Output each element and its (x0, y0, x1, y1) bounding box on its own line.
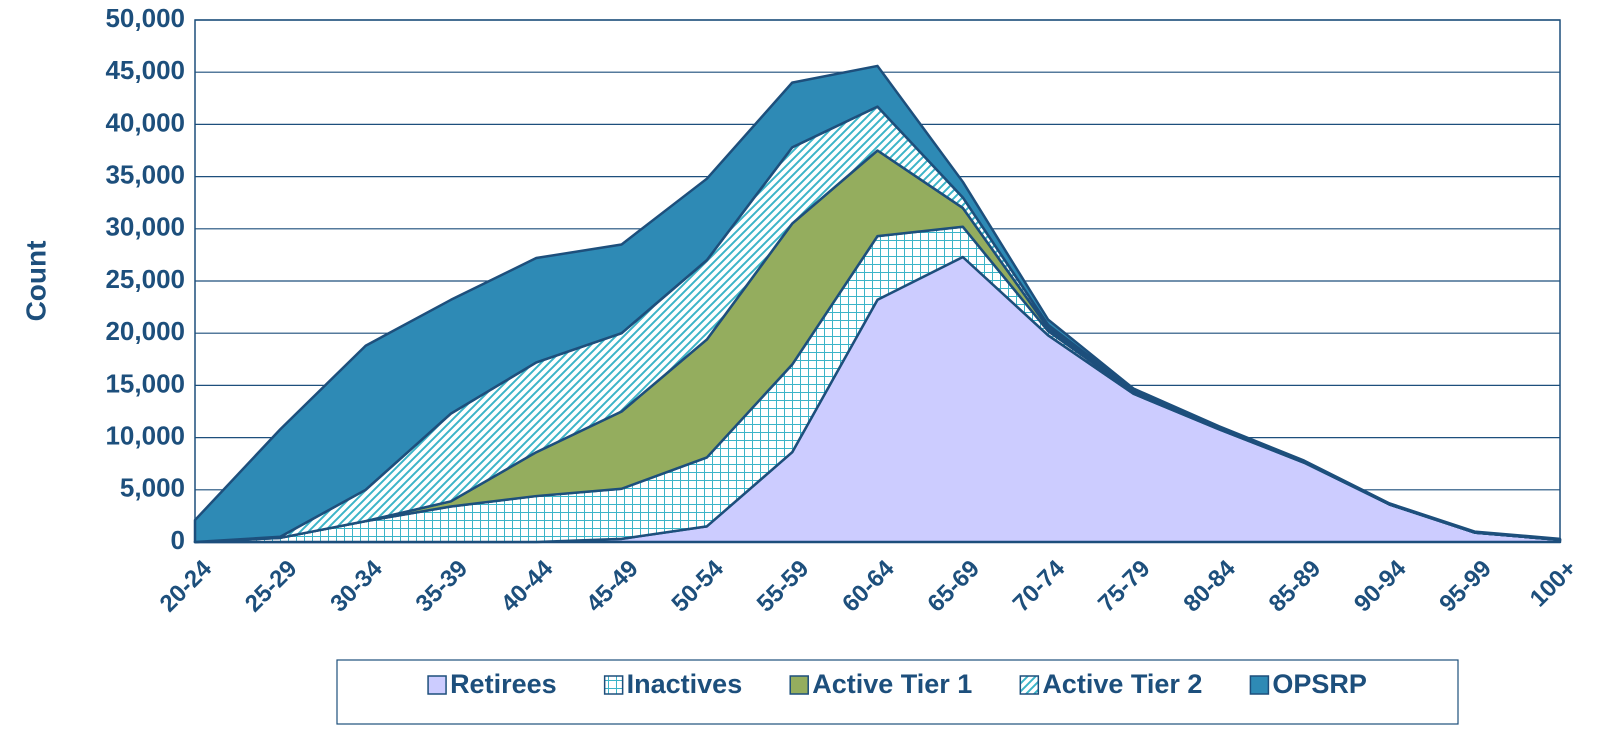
legend-item: Inactives (603, 669, 743, 699)
legend-swatch (603, 675, 624, 695)
plot-border (194, 19, 1561, 543)
x-tick-label: 85-89 (1264, 555, 1327, 618)
x-tick-label: 50-54 (666, 555, 729, 618)
legend-label: Inactives (627, 669, 743, 699)
x-tick-label: 80-84 (1178, 555, 1241, 618)
x-tick-label: 70-74 (1008, 555, 1071, 618)
legend-box (336, 659, 1459, 725)
legend-swatch (789, 675, 809, 695)
x-tick-label: 90-94 (1349, 555, 1412, 618)
x-tick-label: 40-44 (496, 555, 559, 618)
x-tick-label: 25-29 (240, 555, 303, 618)
x-tick-label: 75-79 (1093, 555, 1156, 618)
y-tick-label: 50,000 (105, 3, 185, 33)
legend-label: OPSRP (1272, 669, 1367, 699)
x-tick-label: 20-24 (155, 555, 218, 618)
legend-label: Active Tier 1 (812, 669, 972, 699)
x-tick-label: 65-69 (922, 555, 985, 618)
legend-swatch (427, 675, 447, 695)
y-tick-label: 15,000 (105, 368, 185, 398)
y-tick-label: 30,000 (105, 212, 185, 242)
y-tick-label: 20,000 (105, 316, 185, 346)
legend-item: OPSRP (1249, 669, 1367, 699)
legend: Retirees Inactives Active Tier 1 Active Tie… (336, 659, 1459, 725)
legend-label: Retirees (450, 669, 557, 699)
x-tick-label: 95-99 (1434, 555, 1497, 618)
x-tick-label: 100+ (1525, 555, 1582, 612)
x-tick-label: 35-39 (411, 555, 474, 618)
x-tick-label: 45-49 (581, 555, 644, 618)
legend-label: Active Tier 2 (1042, 669, 1202, 699)
y-tick-label: 40,000 (105, 107, 185, 137)
y-tick-label: 35,000 (105, 159, 185, 189)
y-tick-label: 10,000 (105, 420, 185, 450)
y-tick-label: 45,000 (105, 55, 185, 85)
y-tick-label: 25,000 (105, 264, 185, 294)
x-tick-label: 55-59 (752, 555, 815, 618)
y-tick-label: 0 (171, 525, 185, 555)
legend-swatch (1019, 675, 1040, 695)
x-tick-label: 60-64 (837, 555, 900, 618)
y-axis-label: Count (20, 241, 51, 322)
legend-swatch (1249, 675, 1270, 695)
legend-item: Active Tier 2 (1019, 669, 1202, 699)
x-tick-label: 30-34 (325, 555, 388, 618)
legend-item: Retirees (427, 669, 557, 699)
legend-item: Active Tier 1 (789, 669, 972, 699)
y-tick-label: 5,000 (120, 473, 185, 503)
